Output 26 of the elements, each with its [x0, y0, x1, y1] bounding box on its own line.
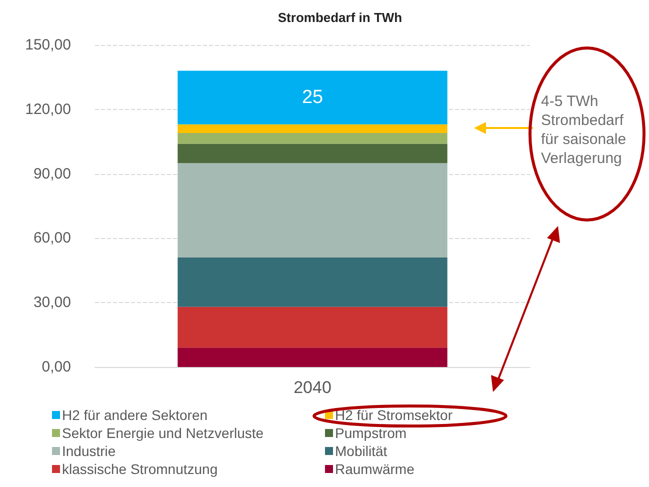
bar: [178, 144, 448, 164]
chart-title: Strombedarf in TWh: [278, 10, 402, 25]
y-tick-label: 30,00: [33, 294, 71, 312]
legend-label: Sektor Energie und Netzverluste: [62, 425, 264, 441]
bar: [178, 70, 448, 124]
bar: [178, 258, 448, 307]
legend-label: Pumpstrom: [335, 425, 407, 441]
bar: [178, 133, 448, 144]
x-tick-label: 2040: [294, 378, 332, 397]
legend-label: Industrie: [62, 443, 116, 459]
data-label: 25: [302, 87, 324, 108]
legend-label: H2 für Stromsektor: [335, 407, 453, 423]
legend-label: H2 für andere Sektoren: [62, 407, 208, 423]
y-tick-label: 120,00: [25, 100, 71, 118]
y-tick-label: 0,00: [42, 358, 71, 376]
legend-label: klassische Stromnutzung: [62, 461, 218, 477]
bar: [178, 306, 448, 348]
y-tick-label: 90,00: [33, 165, 71, 182]
legend-label: Mobilität: [335, 443, 388, 459]
text: 4-5 TWh Strombedarf für saisonale Verlagerung: [541, 92, 628, 168]
bar: [178, 124, 448, 134]
y-tick-label: 60,00: [33, 230, 71, 247]
bar: [178, 348, 448, 367]
y-tick-label: 150,00: [25, 36, 71, 54]
bar: [178, 163, 448, 258]
legend-label: Raumwärme: [335, 461, 415, 477]
